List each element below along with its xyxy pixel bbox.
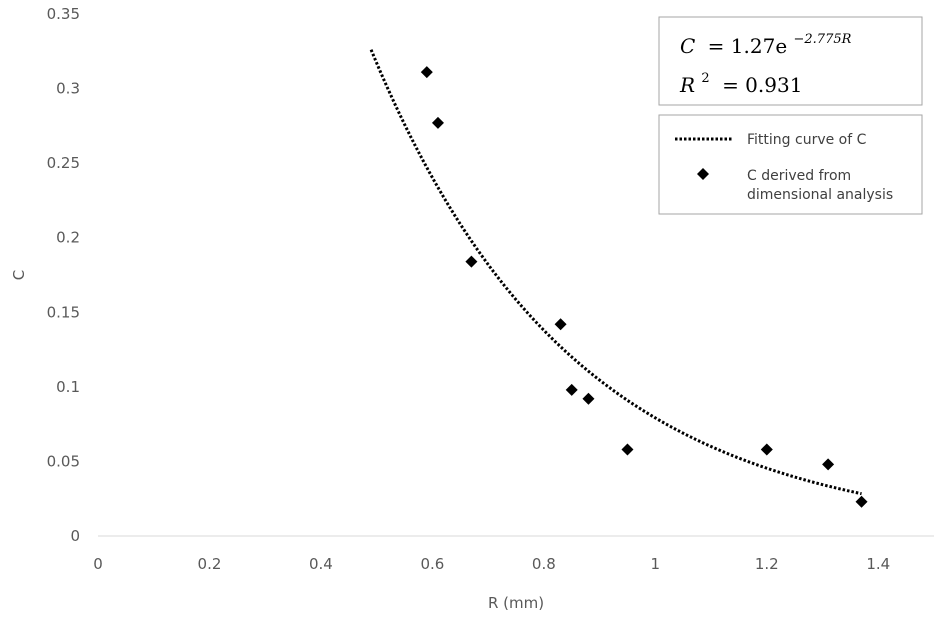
x-tick-label: 0.6 [420, 555, 444, 573]
y-tick-label: 0.2 [56, 229, 80, 247]
x-tick-labels: 0 0.2 0.4 0.6 0.8 1 1.2 1.4 [93, 555, 890, 573]
data-point [582, 392, 595, 405]
legend-label-points: C derived from dimensional analysis [747, 168, 893, 203]
data-point [431, 116, 444, 129]
x-tick-label: 0.2 [198, 555, 222, 573]
data-point [465, 255, 478, 268]
x-tick-label: 1.4 [866, 555, 890, 573]
y-tick-labels: 0 0.05 0.1 0.15 0.2 0.25 0.3 0.35 [47, 5, 80, 545]
y-axis-title: C [10, 270, 28, 280]
x-tick-label: 0.4 [309, 555, 333, 573]
y-tick-label: 0.15 [47, 303, 80, 321]
legend: Fitting curve of C C derived from dimens… [658, 114, 923, 215]
equation-rhs: = 1.27e [708, 34, 787, 58]
y-tick-label: 0 [70, 527, 80, 545]
data-point [855, 495, 868, 508]
y-tick-label: 0.35 [47, 5, 80, 23]
y-tick-label: 0.05 [47, 452, 80, 470]
svg-text:C = 1.27e −2.775R: C = 1.27e −2.775R [680, 32, 852, 58]
r2-value: = 0.931 [722, 73, 802, 97]
data-point [565, 383, 578, 396]
r2-label: R [679, 73, 695, 97]
legend-label-fit: Fitting curve of C [747, 132, 867, 148]
equation-lhs: C [680, 34, 695, 58]
data-point [420, 66, 433, 79]
data-point [621, 443, 634, 456]
x-tick-label: 0 [93, 555, 103, 573]
data-point [822, 458, 835, 471]
data-point [760, 443, 773, 456]
x-tick-label: 0.8 [532, 555, 556, 573]
svg-text:R 2 = 0.931: R 2 = 0.931 [679, 63, 802, 97]
y-tick-label: 0.1 [56, 378, 80, 396]
data-point [554, 318, 567, 331]
x-axis-title: R (mm) [488, 594, 544, 612]
x-tick-label: 1 [651, 555, 661, 573]
r2-power: 2 [701, 71, 709, 86]
equation-box: C = 1.27e −2.775R R 2 = 0.931 [658, 16, 923, 106]
fit-curve [369, 49, 862, 496]
x-tick-label: 1.2 [755, 555, 779, 573]
legend-swatch-points [697, 168, 709, 180]
y-tick-label: 0.3 [56, 80, 80, 98]
y-tick-label: 0.25 [47, 154, 80, 172]
plot-area [369, 49, 868, 508]
equation-exponent: −2.775R [794, 32, 852, 47]
